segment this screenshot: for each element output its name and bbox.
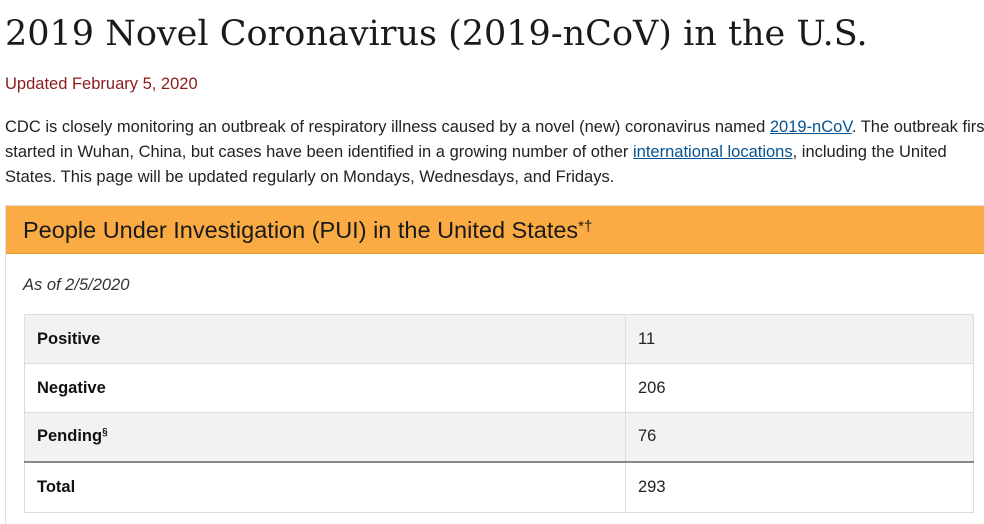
- row-footnote-mark[interactable]: §: [102, 427, 108, 439]
- updated-date: Updated February 5, 2020: [5, 75, 198, 93]
- table-row-positive: Positive 11: [24, 314, 974, 364]
- intro-text-3: , including the United States. This page…: [5, 143, 947, 186]
- link-2019-ncov[interactable]: 2019-nCoV: [769, 118, 852, 136]
- row-value: 76: [625, 412, 974, 462]
- row-label-text: Total: [37, 477, 76, 496]
- row-label: Pending§: [24, 412, 626, 462]
- table-row-total: Total 293: [24, 460, 974, 513]
- intro-text-1: CDC is closely monitoring an outbreak of…: [5, 118, 770, 136]
- row-label-text: Positive: [37, 329, 101, 348]
- pui-card-header: People Under Investigation (PUI) in the …: [6, 206, 984, 254]
- row-label: Positive: [24, 314, 626, 364]
- table-row-pending: Pending§ 76: [24, 412, 974, 462]
- row-value: 11: [625, 314, 974, 364]
- link-international-locations[interactable]: international locations: [633, 143, 793, 161]
- row-value: 293: [625, 460, 974, 513]
- page-title: 2019 Novel Coronavirus (2019-nCoV) in th…: [5, 14, 868, 54]
- as-of-date: As of 2/5/2020: [23, 276, 130, 294]
- intro-text-2: . The outbreak first started in Wuhan, C…: [5, 118, 984, 161]
- pui-card-title-text: People Under Investigation (PUI) in the …: [23, 217, 579, 243]
- pui-card-title: People Under Investigation (PUI) in the …: [23, 215, 592, 245]
- intro-paragraph: CDC is closely monitoring an outbreak of…: [5, 115, 984, 190]
- row-label-text: Pending: [37, 427, 103, 446]
- pui-card: People Under Investigation (PUI) in the …: [5, 205, 984, 524]
- row-label: Negative: [24, 363, 626, 413]
- footnote-marks: *†: [578, 218, 593, 235]
- row-label: Total: [24, 460, 626, 513]
- row-value: 206: [625, 363, 974, 413]
- table-row-negative: Negative 206: [24, 363, 974, 413]
- row-label-text: Negative: [37, 378, 106, 397]
- pui-table: Positive 11 Negative 206 Pending§ 76 Tot…: [24, 314, 974, 513]
